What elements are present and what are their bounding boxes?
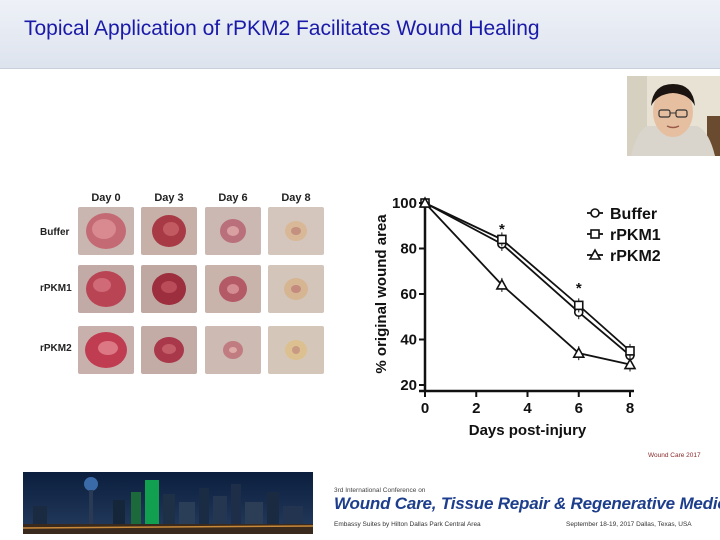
row-label-rpkm1: rPKM1: [40, 283, 72, 294]
column-header-day6: Day 6: [218, 192, 248, 204]
wound-photo-grid: Day 0 Day 3 Day 6 Day 8 Buffer rPKM1 rPK…: [28, 185, 338, 380]
wound-photo: [205, 265, 261, 313]
row-label-buffer: Buffer: [40, 227, 70, 238]
conference-tag: Wound Care 2017: [648, 452, 701, 459]
legend-marker-buffer: [590, 208, 600, 218]
wound-photo: [205, 326, 261, 374]
x-tick-label: 4: [523, 400, 532, 417]
x-tick-label: 2: [472, 400, 480, 417]
significance-marker: *: [499, 221, 505, 238]
y-tick-label: 40: [400, 332, 417, 349]
legend-marker-rpkm2: [588, 248, 602, 260]
y-tick-label: 60: [400, 286, 417, 303]
data-point-rpkm2: [623, 357, 637, 370]
conference-branding: Wound Care 2017 3rd International Confer…: [330, 450, 720, 535]
y-axis-label: % original wound area: [373, 214, 390, 374]
chart-svg: 20 40 60 80 100 0 2 4 6 8 Days post-injury % origin…: [373, 195, 661, 439]
city-skyline-banner: [23, 472, 313, 534]
row-label-rpkm2: rPKM2: [40, 343, 72, 354]
presenter-photo: [627, 76, 720, 156]
significance-marker: *: [576, 280, 582, 297]
column-header-day3: Day 3: [154, 192, 184, 204]
x-tick-label: 0: [421, 400, 429, 417]
y-tick-label: 80: [400, 241, 417, 258]
conference-venue: Embassy Suites by Hilton Dallas Park Cen…: [334, 521, 481, 528]
wound-photo: [268, 326, 324, 374]
conference-dates: September 18-19, 2017 Dallas, Texas, USA: [566, 521, 692, 528]
data-point-rpkm1: [497, 234, 507, 245]
wound-photo: [141, 207, 197, 255]
x-axis-label: Days post-injury: [469, 422, 587, 439]
y-tick-label: 20: [400, 377, 417, 394]
legend-label-rpkm2: rPKM2: [610, 248, 661, 265]
series-line-buffer: [424, 202, 631, 357]
y-tick-label: 100: [392, 195, 417, 212]
wound-photo: [268, 207, 324, 255]
wound-photo: [268, 265, 324, 313]
data-point-rpkm1: [625, 346, 635, 356]
data-point-rpkm2: [495, 278, 509, 290]
column-header-day8: Day 8: [281, 192, 311, 204]
x-tick-label: 6: [575, 400, 583, 417]
conference-subtitle: 3rd International Conference on: [334, 487, 426, 494]
wound-photo: [78, 326, 134, 374]
title-bar: Topical Application of rPKM2 Facilitates…: [0, 0, 720, 69]
series-line-rpkm1: [424, 202, 631, 352]
x-tick-label: 8: [626, 400, 634, 417]
wound-photo: [78, 207, 134, 255]
data-point-rpkm1: [573, 300, 584, 311]
data-point-rpkm2: [418, 196, 432, 208]
legend-label-rpkm1: rPKM1: [610, 227, 661, 244]
wound-area-chart: 20 40 60 80 100 0 2 4 6 8 Days post-injury % origin…: [365, 185, 685, 440]
wound-photo: [78, 265, 134, 313]
data-point-rpkm2: [572, 346, 586, 358]
conference-title: Wound Care, Tissue Repair & Regenerative…: [334, 494, 720, 513]
column-header-day0: Day 0: [91, 192, 121, 204]
wound-photo: [205, 207, 261, 255]
legend-marker-rpkm1: [590, 229, 600, 239]
series-line-rpkm2: [424, 202, 631, 366]
wound-photo: [141, 265, 197, 313]
legend-label-buffer: Buffer: [610, 206, 657, 223]
wound-photo: [141, 326, 197, 374]
slide-title: Topical Application of rPKM2 Facilitates…: [24, 17, 540, 40]
